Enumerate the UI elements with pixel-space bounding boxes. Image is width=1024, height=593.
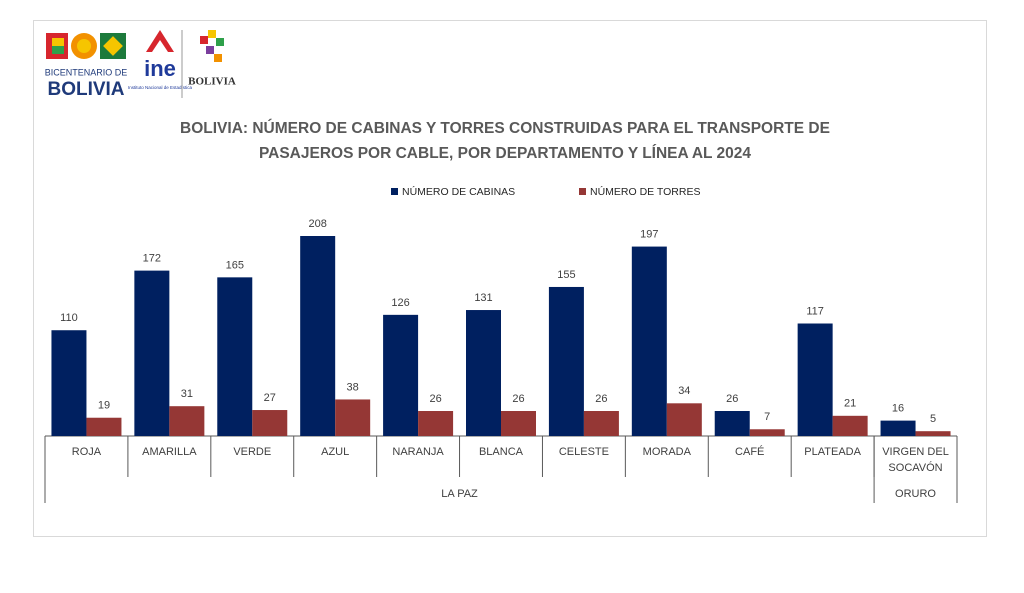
logo-ine: ine Instituto Nacional de Estadística: [128, 30, 193, 98]
value-label: 172: [143, 253, 161, 265]
x-tick-label: ROJA: [71, 446, 102, 458]
value-label: 26: [512, 393, 524, 405]
chart-title: BOLIVIA: NÚMERO DE CABINAS Y TORRES CONS…: [180, 120, 830, 162]
value-label: 7: [764, 411, 770, 423]
value-label: 38: [347, 381, 359, 393]
logo-text: ine: [144, 56, 176, 81]
value-label: 16: [892, 403, 904, 415]
logo-text: BOLIVIA: [47, 79, 124, 100]
value-label: 208: [309, 218, 327, 230]
bar: [383, 314, 419, 436]
bar: [51, 330, 87, 436]
logo-text: Instituto Nacional de Estadística: [128, 85, 193, 90]
x-tick-label: BLANCA: [478, 446, 523, 458]
bar: [749, 429, 785, 436]
bar: [631, 246, 667, 436]
bar: [915, 431, 951, 436]
bar: [252, 410, 288, 436]
value-label: 26: [429, 393, 441, 405]
value-label: 110: [60, 312, 78, 324]
legend-label: NÚMERO DE TORRES: [590, 185, 700, 198]
value-label: 31: [181, 388, 193, 400]
value-label: 117: [806, 305, 824, 317]
x-tick-label: VERDE: [233, 446, 272, 458]
value-label: 165: [226, 259, 244, 271]
bar: [548, 286, 584, 436]
x-tick-label: CELESTE: [558, 446, 609, 458]
bar: [134, 270, 170, 436]
bar: [300, 236, 336, 436]
bar: [797, 323, 833, 436]
bar: [714, 411, 750, 436]
bar: [169, 406, 205, 436]
value-label: 26: [595, 393, 607, 405]
bar: [832, 415, 868, 436]
group-label: LA PAZ: [441, 488, 478, 500]
x-tick-label: NARANJA: [392, 446, 444, 458]
bar: [583, 411, 619, 436]
x-tick-label: CAFÉ: [735, 446, 765, 458]
group-label: ORURO: [895, 488, 936, 500]
bar: [466, 310, 501, 436]
logo-bicentenario: BICENTENARIO DE BOLIVIA: [45, 33, 128, 100]
legend-swatch: [579, 188, 586, 195]
value-label: 26: [726, 393, 738, 405]
bar: [217, 277, 253, 436]
value-label: 5: [930, 413, 936, 425]
value-label: 27: [264, 392, 276, 404]
x-tick-label: PLATEADA: [804, 446, 861, 458]
x-tick-label: MORADA: [642, 446, 691, 458]
value-label: 126: [391, 297, 409, 309]
logo-estado: BOLIVIA: [188, 30, 236, 88]
logo-text: BICENTENARIO DE: [45, 67, 128, 77]
value-label: 155: [557, 269, 575, 281]
logo-text: BOLIVIA: [188, 76, 236, 88]
legend-swatch: [391, 188, 398, 195]
chart-frame: [33, 20, 987, 537]
value-label: 131: [474, 292, 492, 304]
value-label: 21: [844, 398, 856, 410]
x-tick-label: AMARILLA: [142, 446, 197, 458]
x-tick-label: AZUL: [321, 446, 350, 458]
bar: [501, 411, 536, 436]
bar: [418, 411, 454, 436]
bar: [335, 399, 371, 436]
value-label: 197: [640, 228, 658, 240]
bar: [86, 417, 122, 436]
value-label: 34: [678, 385, 690, 397]
bar: [666, 403, 702, 436]
value-label: 19: [98, 400, 110, 412]
legend-label: NÚMERO DE CABINAS: [402, 185, 515, 198]
x-tick-label: VIRGEN DEL SOCAVÓN: [882, 446, 949, 474]
bar: [880, 420, 916, 436]
